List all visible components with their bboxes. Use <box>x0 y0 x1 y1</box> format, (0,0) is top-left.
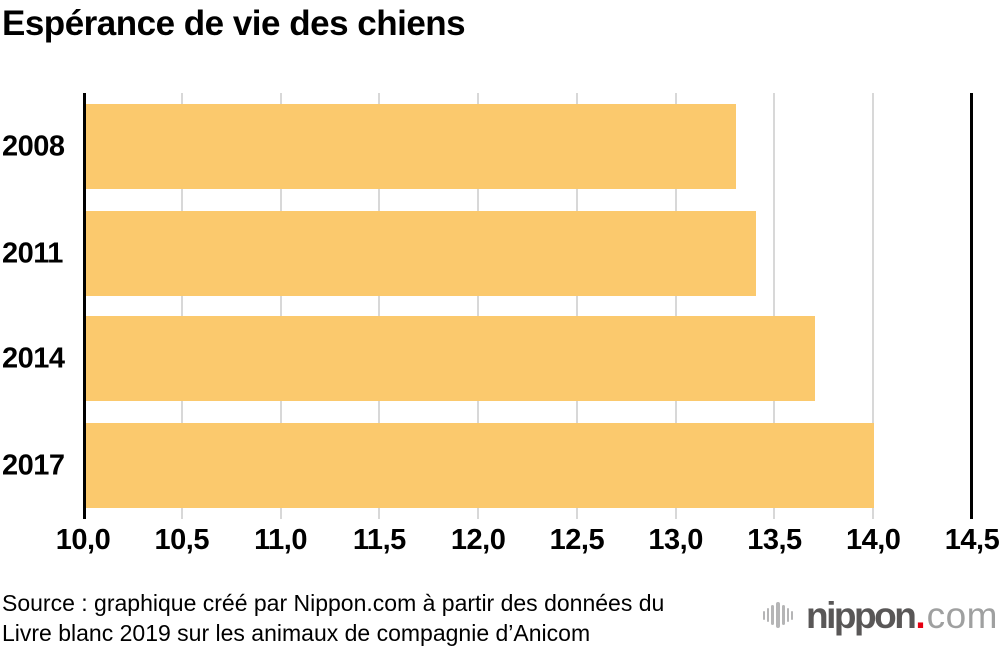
bar-chart: 2008 2011 2014 2017 10,0 10,5 11,0 11,5 12,0 12,5… <box>2 93 1000 556</box>
x-tick-label: 14,0 <box>845 524 901 556</box>
x-tick-label: 11,0 <box>254 524 307 556</box>
y-tick-label: 2011 <box>2 237 63 269</box>
soundwave-bar <box>776 602 781 628</box>
x-tick-label: 12,5 <box>549 524 605 556</box>
y-tick-label: 2008 <box>2 130 65 162</box>
nippon-logo: nippon.com <box>763 592 998 638</box>
bar-2011 <box>86 211 756 296</box>
x-tick-label: 13,0 <box>648 524 703 556</box>
soundwave-bar <box>782 605 786 625</box>
soundwave-bar <box>787 608 790 622</box>
source-line-1: Source : graphique créé par Nippon.com à… <box>2 590 665 616</box>
bar-2008 <box>86 104 736 189</box>
gridline <box>872 93 874 519</box>
source-caption: Source : graphique créé par Nippon.com à… <box>2 588 664 646</box>
gridline <box>181 93 183 519</box>
y-tick-label: 2014 <box>2 342 65 374</box>
soundwave-bar <box>767 608 770 622</box>
y-tick-label: 2017 <box>2 449 65 481</box>
logo-brand: nippon <box>806 594 917 636</box>
logo-red-dot-icon: . <box>915 594 926 636</box>
x-tick-label: 11,5 <box>352 524 406 556</box>
source-line-2: Livre blanc 2019 sur les animaux de comp… <box>2 620 591 646</box>
chart-title: Espérance de vie des chiens <box>2 4 466 43</box>
x-tick-label: 13,5 <box>747 524 802 556</box>
gridline <box>280 93 282 519</box>
x-tick-label: 10,5 <box>154 524 210 556</box>
logo-text: nippon.com <box>806 597 998 634</box>
soundwave-icon <box>763 600 795 630</box>
plot-area <box>83 93 973 519</box>
gridline <box>378 93 380 519</box>
gridline <box>477 93 479 519</box>
bar-2014 <box>86 316 815 401</box>
soundwave-bar <box>771 605 775 625</box>
x-tick-label: 12,0 <box>450 524 506 556</box>
x-tick-label: 14,5 <box>944 524 1000 556</box>
gridline <box>675 93 677 519</box>
gridline <box>773 93 775 519</box>
soundwave-bar <box>763 610 766 620</box>
logo-tld: com <box>926 594 998 636</box>
gridline <box>576 93 578 519</box>
x-tick-label: 10,0 <box>55 524 111 556</box>
bar-2017 <box>86 423 874 508</box>
soundwave-bar <box>791 610 794 620</box>
